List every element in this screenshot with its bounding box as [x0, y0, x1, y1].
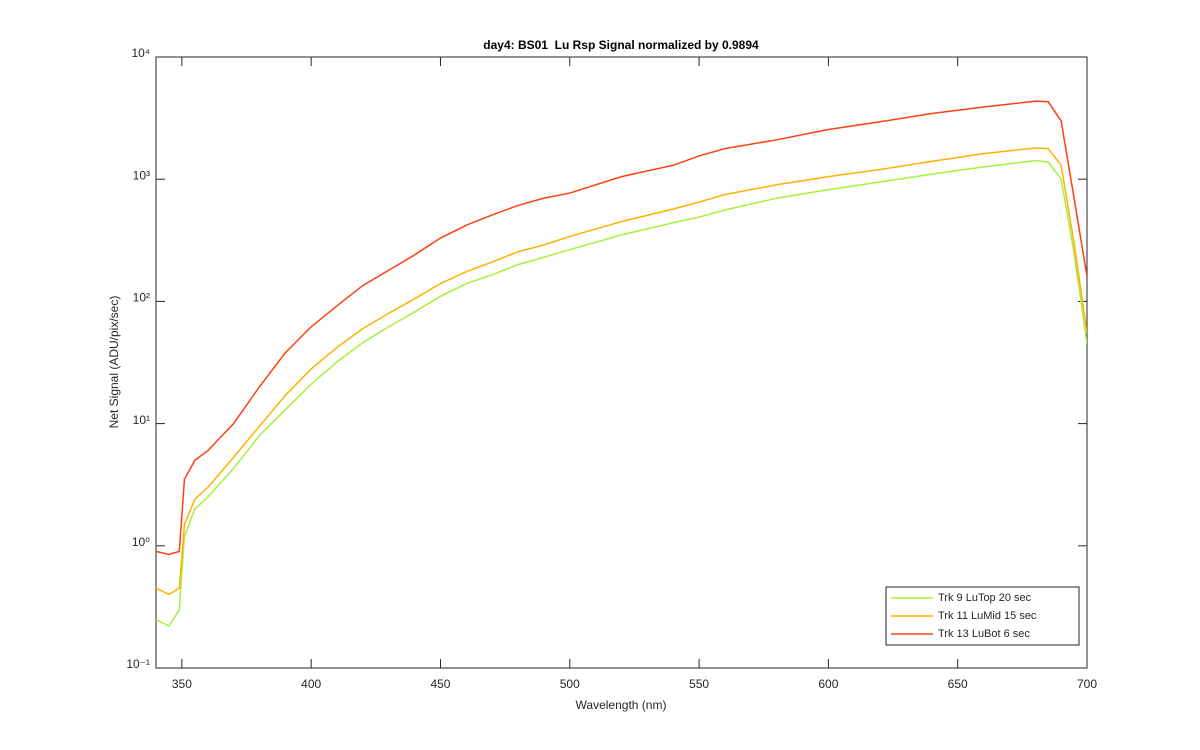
series-line — [156, 100, 1087, 556]
x-tick-label: 700 — [1077, 677, 1097, 691]
x-tick-label: 500 — [560, 677, 580, 691]
x-axis-label: Wavelength (nm) — [576, 698, 667, 712]
series-line — [156, 159, 1087, 628]
y-tick-label: 10² — [133, 291, 150, 305]
legend: Trk 9 LuTop 20 sec Trk 11 LuMid 15 sec Trk… — [885, 586, 1080, 646]
plot-area — [155, 56, 1088, 669]
y-axis-label: Net Signal (ADU/pix/sec) — [107, 296, 121, 429]
series-line — [156, 147, 1087, 596]
y-tick-label: 10⁰ — [132, 535, 150, 549]
legend-label: Trk 9 LuTop 20 sec — [938, 592, 1032, 604]
legend-label: Trk 13 LuBot 6 sec — [938, 628, 1030, 640]
chart-title: day4: BS01 Lu Rsp Signal normalized by 0… — [483, 38, 759, 52]
y-tick-label: 10¹ — [133, 413, 150, 427]
x-tick-label: 400 — [301, 677, 321, 691]
x-tick-label: 600 — [818, 677, 838, 691]
legend-label: Trk 11 LuMid 15 sec — [938, 610, 1037, 622]
y-tick-label: 10³ — [133, 168, 150, 182]
y-tick-label: 10⁻¹ — [126, 657, 150, 671]
y-tick-label: 10⁴ — [131, 46, 150, 60]
x-tick-label: 450 — [430, 677, 450, 691]
x-tick-label: 550 — [689, 677, 709, 691]
x-tick-label: 650 — [948, 677, 968, 691]
x-tick-label: 350 — [172, 677, 192, 691]
